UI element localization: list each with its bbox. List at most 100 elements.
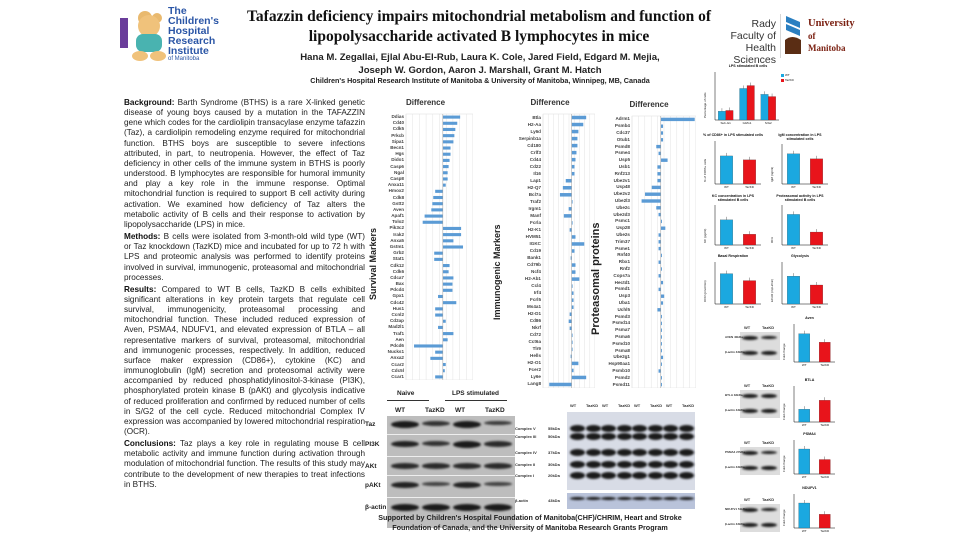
row-label: Usp28 [616,225,630,231]
x-tick-label: WT [724,184,729,189]
protein-band [616,461,632,468]
row-label: Otub1 [616,136,630,142]
bar-plot [793,440,835,475]
protein-band [391,421,419,428]
bar-WT [798,502,810,529]
lane-label: TazKD [762,383,775,388]
blot-kda-label: 43kDa [548,498,560,503]
igm-chart: IgM concentration in LPS stimulated cell… [770,133,830,190]
row-label: Gstm1 [389,244,404,249]
bar-Apaf1 [424,214,443,218]
row-label: Tolo2 [392,219,404,225]
protein-band [585,472,601,479]
row-label: IGKC [529,240,541,246]
bar-Ngal [442,171,448,175]
bar-Ccnl2 [435,313,443,317]
bar-Psme4 [658,151,661,156]
row-label: Anxa2 [390,355,404,361]
protein-band [484,482,512,486]
survival-difference-chart: Difference Ddias Cd40 Cdk5 Prkcb Sipa1 Becn1 Hg… [378,98,473,380]
bar-Manf [563,214,572,218]
bar-Ube2d3 [658,212,661,217]
bar-Cops7a [658,274,661,278]
bar-Tlr9 [571,347,573,352]
lane-label: WT [455,407,466,414]
blot-row-label: β-actin [515,498,529,503]
bar-Cd72 [571,333,573,338]
bar-Traf1 [442,332,454,336]
row-label: Psmd10 [612,340,630,346]
protein-band [616,472,632,479]
bar-Pdcd6 [414,344,443,348]
bar-WT [739,88,748,121]
row-label: Ube2d3 [613,211,630,217]
bar-Aen [442,338,448,342]
protein-band [761,466,777,470]
protein-band [678,433,694,440]
bar-Bcl7a [559,193,572,197]
bar-Hmox2 [435,189,443,193]
bar-Ube2l3 [641,199,661,203]
small-western-blot: WT TazKD NDUFV1 51kDa β-actin 43kDa [725,497,780,537]
row-label: Psmd8 [614,143,630,149]
bar-TazKD [746,85,755,121]
bar-Ccar1 [435,375,443,379]
x-tick-label: TazKD [820,422,830,427]
row-label: Bcl7a [528,191,541,197]
bar-Rnf213 [657,172,661,176]
protein-band [453,421,481,428]
bar-WT [720,273,733,305]
bar-Hgs [442,152,451,156]
bar-TazKD [819,514,831,529]
row-label: Ccar2 [391,361,404,367]
protein-band [585,433,601,440]
row-label: Bax [395,281,404,287]
protein-band [742,508,758,512]
bar-Usp48 [651,185,661,190]
protein-band [484,441,512,447]
immunogenic-markers-label: Immunogenic Markers [492,224,502,320]
blot-kda-label: 20kDa [548,473,560,478]
kc-chart: KC concentration in LPS stimulated B cel… [703,194,763,251]
protein-band [453,463,481,469]
chrim-logo: The Children's Hospital Research Institu… [118,4,248,64]
row-label: Rnf213 [614,170,630,176]
blot-image [387,416,515,528]
protein-band [663,433,678,440]
bar-Cdk6 [442,270,449,274]
protein-band [422,441,450,446]
chart-title: Proteasomal activity in LPS stimulated B… [776,194,824,202]
row-label: Hmox2 [388,188,404,194]
bar-Ly6d [571,129,579,134]
x-tick-label: WT [801,528,807,533]
row-label: Ube2s [616,232,630,237]
protein-band [632,449,647,456]
bar-Cd44 [571,157,576,162]
bar-Fcrla [571,221,573,225]
x-tick-label: Sub-G1 [720,120,731,125]
lane-label: WT [395,407,406,414]
protein-band [453,441,481,448]
protein-band [663,425,678,432]
protein-band [391,504,419,511]
x-tick-label: WT [791,184,796,189]
protein-band [453,482,481,489]
bar-Il16 [571,171,575,176]
bar-TazKD [743,280,756,305]
protein-band [663,472,678,479]
bar-Prkcb [442,134,455,138]
protein-band [484,504,512,511]
chart-title: Glycolysis [791,254,809,258]
bison-shield-icon [780,14,801,58]
affiliation: Children's Hospital Research Institute o… [310,76,650,85]
protein-band [601,497,616,500]
western-blot-oxphos: WT TazKD WT TazKD WT TazKD WT TazKD Complex V 55k… [512,400,698,510]
bar-IGKC [571,242,585,246]
author-list: Hana M. Zegallai, Ejlal Abu-El-Rub, Laur… [250,52,710,77]
protein-band [422,482,450,486]
row-label: HVM51 [525,233,541,239]
bar-Psmd1 [658,287,661,292]
bar-Cdc5l [442,369,445,373]
protein-band [453,504,481,511]
bar-Hsp90aa1 [660,362,662,366]
